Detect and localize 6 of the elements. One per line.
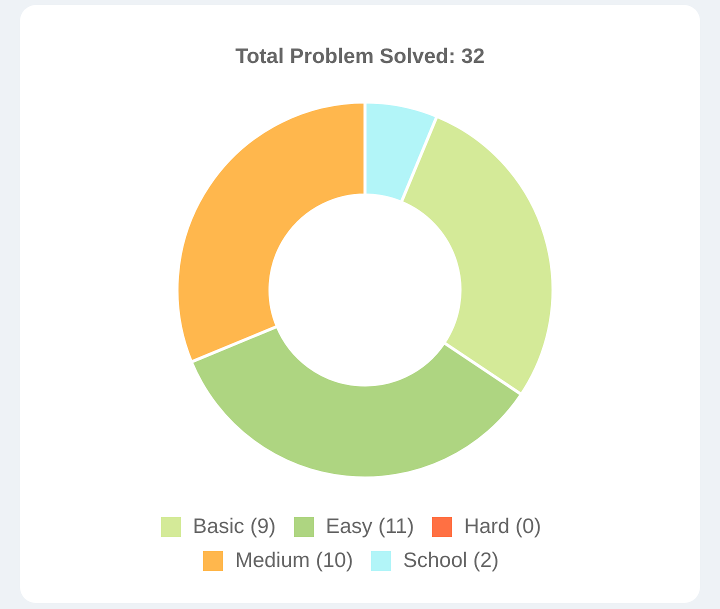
chart-title: Total Problem Solved: 32 xyxy=(234,45,486,69)
legend-label: Easy (11) xyxy=(326,515,414,538)
legend-label: Medium (10) xyxy=(235,549,354,572)
legend-label: Hard (0) xyxy=(464,515,542,538)
legend-label: Basic (9) xyxy=(192,515,276,538)
legend-label: School (2) xyxy=(403,549,499,572)
